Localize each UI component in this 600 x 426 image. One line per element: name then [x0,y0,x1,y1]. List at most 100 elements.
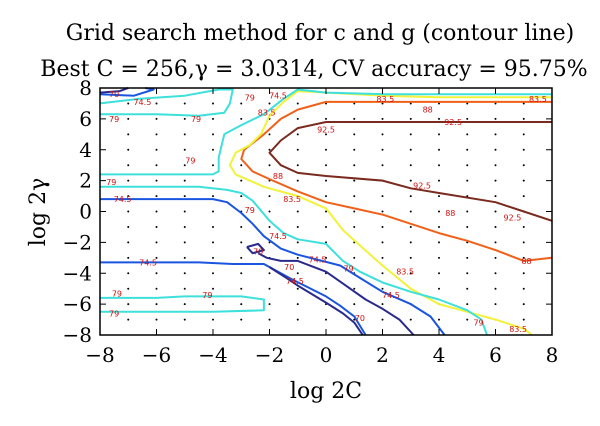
grid-dot [183,225,186,228]
grid-dot [438,256,440,259]
grid-dot [240,272,243,275]
grid-dot [353,102,356,105]
contour-label: 83.5 [283,195,301,204]
contour-label: 92.5 [317,126,335,135]
grid-dot [409,195,412,198]
grid-dot [381,210,384,213]
grid-dot [409,225,412,228]
grid-dot [155,117,158,120]
grid-dot [438,287,440,290]
grid-dot [466,102,469,105]
grid-dot [409,256,412,259]
grid-dot [155,318,158,321]
grid-dot [466,256,469,259]
contour-label: 74.5 [286,277,304,286]
grid-dot [212,133,214,136]
contour-line-79 [99,88,234,117]
grid-dot [183,117,186,120]
grid-dot [212,303,214,306]
grid-dot [183,133,186,136]
grid-dot [240,287,243,290]
grid-dot [522,164,525,167]
grid-dot [240,318,243,321]
grid-dot [155,195,158,198]
grid-dots [127,102,525,321]
contour-label: 70 [355,314,365,323]
y-tick-label: −4 [63,261,92,285]
grid-dot [381,117,384,120]
grid-dot [438,133,440,136]
grid-dot [381,148,384,151]
grid-dot [325,148,327,151]
grid-dot [409,272,412,275]
grid-dot [155,148,158,151]
y-tick-label: −6 [63,292,92,316]
grid-dot [127,256,130,259]
grid-dot [466,133,469,136]
grid-dot [240,225,243,228]
contour-label: 74.5 [309,255,327,264]
grid-dot [212,164,214,167]
grid-dot [438,195,440,198]
grid-dot [212,272,214,275]
contour-line-79 [100,295,265,313]
grid-dot [353,287,356,290]
grid-dot [466,272,469,275]
grid-dot [522,195,525,198]
grid-dot [155,102,158,105]
grid-dot [240,241,243,244]
grid-dot [353,225,356,228]
grid-dot [522,148,525,151]
grid-dot [296,179,299,182]
grid-dot [127,117,130,120]
grid-dot [381,241,384,244]
grid-dot [155,287,158,290]
grid-dot [353,164,356,167]
chart-subtitle: Best C = 256,γ = 3.0314, CV accuracy = 9… [40,57,587,82]
grid-dot [268,102,271,105]
contour-label: 70 [284,263,294,272]
contour-label: 79 [202,291,212,300]
grid-dot [268,133,271,136]
grid-dot [127,225,130,228]
contour-label: 79 [245,206,255,215]
grid-dot [438,117,440,120]
grid-dot [296,117,299,120]
contour-label: 74.5 [139,258,157,267]
contour-line-70 [99,87,129,94]
contour-line-88 [240,100,553,262]
grid-dot [409,148,412,151]
chart-title: Grid search method for c and g (contour … [66,21,574,46]
grid-dot [522,272,525,275]
grid-dot [240,256,243,259]
contour-label: 88 [423,106,433,115]
grid-dot [212,117,214,120]
contour-label: 79 [109,115,119,124]
grid-dot [127,148,130,151]
contour-label: 79 [473,319,483,328]
grid-dot [381,225,384,228]
grid-dot [183,164,186,167]
grid-dot [183,318,186,321]
contour-label: 79 [191,115,201,124]
x-tick-label: −6 [142,343,171,367]
grid-dot [494,133,497,136]
contour-lines [99,87,553,336]
grid-dot [296,303,299,306]
grid-dot [494,225,497,228]
grid-dot [325,117,327,120]
grid-dot [438,179,440,182]
grid-dot [466,225,469,228]
contour-label: 83.5 [396,268,414,277]
y-tick-label: 0 [79,200,92,224]
grid-dot [296,102,299,105]
grid-dot [353,148,356,151]
grid-dot [438,210,440,213]
grid-dot [212,225,214,228]
grid-dot [268,303,271,306]
grid-dot [466,164,469,167]
grid-dot [268,164,271,167]
contour-label: 70 [253,248,263,257]
grid-dot [494,256,497,259]
grid-dot [268,195,271,198]
